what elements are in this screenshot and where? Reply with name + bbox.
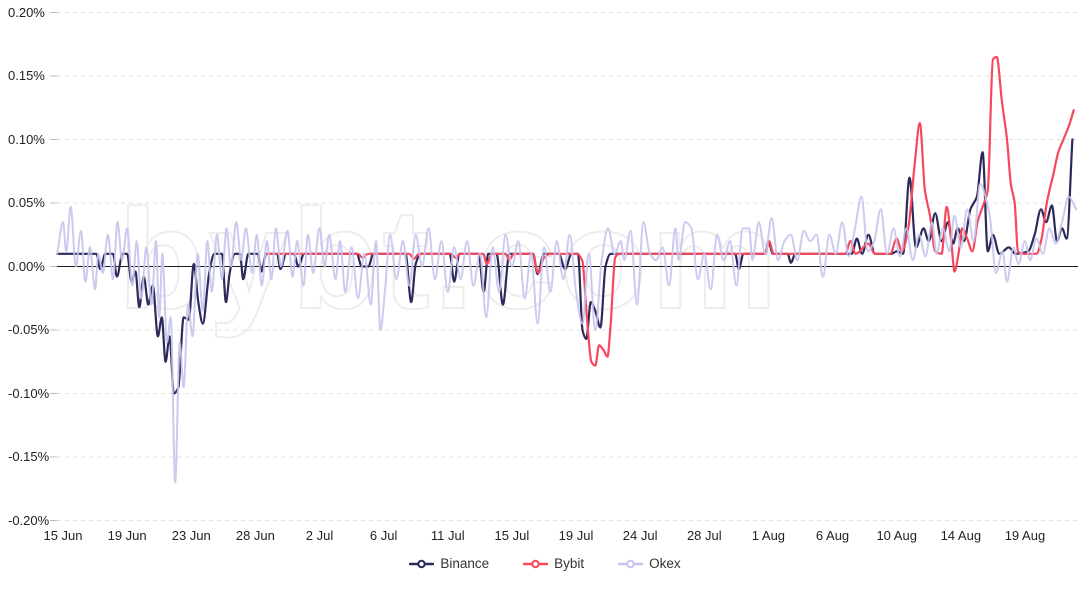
x-axis-label: 15 Jun xyxy=(43,528,83,543)
legend-marker xyxy=(523,559,549,568)
y-axis-label: 0.15% xyxy=(8,68,45,83)
y-axis-label: 0.20% xyxy=(8,4,45,20)
x-axis-label: 15 Jul xyxy=(494,528,530,543)
x-axis-label: 19 Jun xyxy=(107,528,147,543)
x-axis-label: 19 Jul xyxy=(558,528,594,543)
legend-item-bybit[interactable]: Bybit xyxy=(523,556,584,571)
series-line-okex[interactable] xyxy=(56,182,1078,484)
legend-item-binance[interactable]: Binance xyxy=(409,556,489,571)
x-axis-label: 19 Aug xyxy=(1004,528,1046,543)
x-axis-label: 23 Jun xyxy=(171,528,211,543)
y-axis-label: -0.10% xyxy=(8,385,50,401)
legend-marker xyxy=(618,559,644,568)
y-axis-label: -0.15% xyxy=(8,449,50,464)
x-axis-label: 6 Jul xyxy=(369,528,398,543)
series-line-bybit[interactable] xyxy=(263,55,1075,367)
x-axis-label: 24 Jul xyxy=(622,528,658,543)
x-axis-label: 14 Aug xyxy=(940,528,982,543)
y-axis-label: -0.05% xyxy=(8,322,50,337)
y-axis-label: -0.20% xyxy=(8,512,50,528)
legend: Binance Bybit Okex xyxy=(0,556,1090,571)
x-axis-label: 1 Aug xyxy=(751,528,786,543)
x-axis-label: 28 Jul xyxy=(686,528,722,543)
legend-item-okex[interactable]: Okex xyxy=(618,556,681,571)
legend-label: Binance xyxy=(440,556,490,571)
x-axis-label: 11 Jul xyxy=(430,528,465,543)
y-axis-label: 0.10% xyxy=(8,131,45,147)
y-axis-label: 0.00% xyxy=(8,258,45,274)
legend-label: Bybit xyxy=(554,556,585,571)
legend-label: Okex xyxy=(649,556,681,571)
x-axis-label: 2 Jul xyxy=(305,528,334,543)
watermark: bybt.com xyxy=(117,179,782,340)
legend-marker xyxy=(409,559,435,568)
x-axis-label: 28 Jun xyxy=(235,528,275,543)
x-axis-label: 6 Aug xyxy=(815,528,850,543)
y-axis-label: 0.05% xyxy=(8,195,45,210)
x-axis-label: 10 Aug xyxy=(876,528,917,543)
